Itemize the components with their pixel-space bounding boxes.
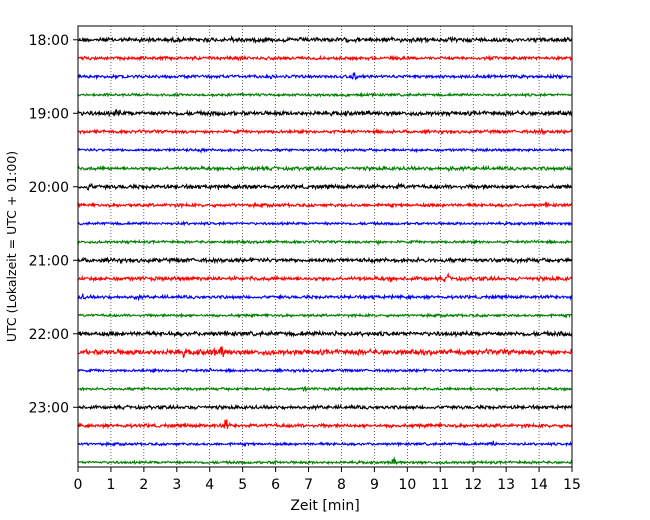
x-tick-label-6: 6: [271, 477, 280, 493]
x-tick-label-12: 12: [464, 477, 482, 493]
x-tick-label-1: 1: [106, 477, 115, 493]
y-axis-ticks: 18:00 19:00 20:00 21:00 22:00 23:00: [29, 33, 78, 416]
trace-1930: [77, 147, 573, 154]
x-axis-label: Zeit [min]: [290, 498, 359, 514]
trace-1815: [77, 54, 573, 62]
trace-2030: [77, 220, 573, 227]
y-tick-label-1900: 19:00: [29, 106, 69, 122]
x-tick-label-3: 3: [172, 477, 181, 493]
trace-1945: [77, 164, 573, 173]
trace-2045: [77, 238, 572, 247]
x-tick-label-9: 9: [370, 477, 379, 493]
x-tick-label-14: 14: [530, 477, 548, 493]
trace-2115: [77, 272, 573, 283]
y-axis-label: UTC (Lokalzeit = UTC + 01:00): [4, 151, 19, 342]
x-tick-label-5: 5: [238, 477, 247, 493]
trace-2100: [77, 256, 573, 265]
y-tick-label-2200: 22:00: [29, 327, 69, 343]
x-axis-ticks: 0 1 2 3 4 5 6 7 8 9 10 11 12 13 14 15: [74, 467, 581, 493]
trace-1845: [77, 91, 573, 99]
x-tick-label-13: 13: [497, 477, 515, 493]
trace-2200: [77, 329, 573, 339]
trace-1900: [77, 109, 573, 118]
y-tick-label-1800: 18:00: [29, 33, 69, 49]
grid-lines: [110, 26, 540, 467]
trace-2300: [77, 403, 573, 412]
x-tick-label-11: 11: [431, 477, 449, 493]
trace-1830: [77, 72, 572, 81]
trace-2130: [77, 293, 573, 302]
x-tick-label-0: 0: [74, 477, 83, 493]
trace-2245: [77, 385, 573, 393]
trace-2000: [77, 182, 572, 191]
trace-2330: [77, 440, 573, 448]
seismogram-traces: [77, 35, 573, 466]
trace-2315: [77, 419, 573, 430]
y-tick-label-2300: 23:00: [29, 400, 69, 416]
x-tick-label-10: 10: [398, 477, 416, 493]
x-tick-label-4: 4: [205, 477, 214, 493]
trace-2145: [77, 312, 573, 319]
y-tick-label-2100: 21:00: [29, 253, 69, 269]
trace-2215: [77, 346, 573, 359]
trace-2345: [77, 456, 573, 466]
y-tick-label-2000: 20:00: [29, 180, 69, 196]
trace-1800: [77, 35, 573, 45]
x-tick-label-15: 15: [563, 477, 581, 493]
trace-2015: [77, 201, 573, 210]
trace-1915: [77, 127, 573, 136]
x-tick-label-8: 8: [337, 477, 346, 493]
plot-frame: [77, 25, 573, 468]
x-tick-label-2: 2: [139, 477, 148, 493]
x-tick-label-7: 7: [304, 477, 313, 493]
trace-2230: [77, 367, 573, 374]
